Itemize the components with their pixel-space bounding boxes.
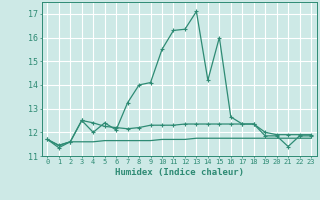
X-axis label: Humidex (Indice chaleur): Humidex (Indice chaleur) <box>115 168 244 177</box>
